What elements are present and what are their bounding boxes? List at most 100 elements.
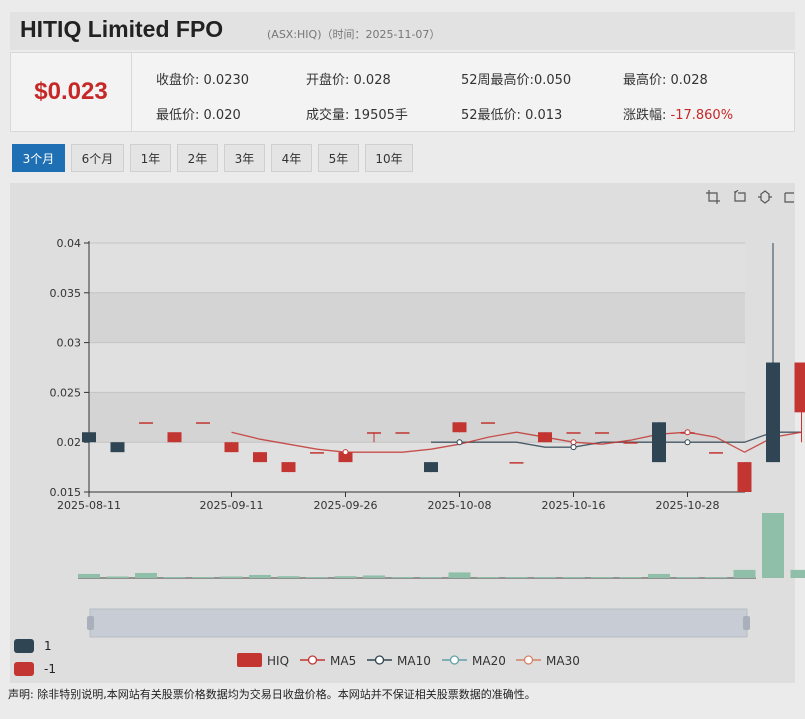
legend-item-ma20[interactable]: MA20 — [442, 654, 506, 668]
quote-open: 开盘价: 0.028 — [306, 73, 391, 88]
legend-item-hiq[interactable]: HIQ — [237, 653, 289, 668]
restore-icon[interactable] — [758, 190, 772, 204]
candle-body — [367, 432, 381, 434]
quote-volume: 成交量: 19505手 — [306, 108, 408, 123]
candle-body — [709, 452, 723, 454]
tab-2y[interactable]: 2年 — [177, 144, 218, 172]
candle-body — [253, 452, 267, 463]
candle-body — [167, 432, 182, 443]
zoom-slider-handle-right — [743, 616, 750, 630]
candle-body — [338, 452, 353, 463]
x-tick-label: 2025-10-28 — [656, 499, 720, 512]
grid-band — [89, 292, 745, 343]
tab-6m[interactable]: 6个月 — [71, 144, 124, 172]
volume-bar — [106, 576, 129, 578]
quote-52w-high: 52周最高价:0.050 — [461, 73, 572, 88]
disclaimer: 声明: 除非特别说明,本网站有关股票价格数据均为交易日收盘价格。本网站并不保证相… — [8, 688, 536, 701]
ma5-marker — [342, 449, 349, 456]
ma10-marker — [456, 439, 463, 446]
legend-swatch — [14, 639, 34, 653]
page-title: HITIQ Limited FPO — [20, 16, 224, 42]
ticker-meta: (ASX:HIQ)（时间：2025-11-07） — [267, 28, 441, 41]
candle-body — [110, 442, 125, 453]
y-tick-label: 0.03 — [57, 337, 82, 350]
quote-52w-low: 52最低价: 0.013 — [461, 108, 563, 123]
candle-body — [82, 432, 96, 443]
ma5-marker — [684, 429, 691, 436]
page-header: HITIQ Limited FPO (ASX:HIQ)（时间：2025-11-0… — [10, 12, 795, 50]
candle-body — [224, 442, 239, 453]
y-tick-label: 0.02 — [57, 436, 82, 449]
legend-item-ma10[interactable]: MA10 — [367, 654, 431, 668]
volume-bar — [477, 577, 499, 578]
volume-bar — [648, 573, 670, 578]
volume-bar — [705, 577, 727, 578]
zoom-reset-icon[interactable] — [732, 190, 746, 204]
candle-body — [481, 422, 495, 424]
x-tick-label: 2025-10-16 — [542, 499, 606, 512]
tab-1y[interactable]: 1年 — [130, 144, 171, 172]
tab-3y[interactable]: 3年 — [224, 144, 265, 172]
candle-body — [538, 432, 552, 443]
candle-body — [794, 362, 805, 413]
legend-item-ma5[interactable]: MA5 — [300, 654, 356, 668]
grid-band — [89, 392, 745, 443]
legend-swatch — [237, 653, 262, 667]
legend-label: HIQ — [267, 654, 289, 668]
candle-body — [452, 422, 467, 433]
quote-panel: $0.023 收盘价: 0.0230 开盘价: 0.028 52周最高价:0.0… — [10, 52, 795, 132]
legend-swatch-marker — [307, 655, 318, 665]
x-tick-label: 2025-09-26 — [314, 499, 378, 512]
candle-body — [737, 462, 752, 492]
save-image-icon[interactable] — [784, 190, 794, 204]
tab-10y[interactable]: 10年 — [365, 144, 413, 172]
grid-band — [89, 342, 745, 393]
candle-body — [652, 422, 666, 463]
tab-4y[interactable]: 4年 — [271, 144, 312, 172]
ma10-marker — [684, 439, 691, 446]
volume-bar — [790, 569, 805, 578]
legend-label: MA20 — [472, 654, 506, 668]
candle-body — [509, 462, 524, 464]
grid-band — [89, 442, 745, 492]
volume-bar — [733, 569, 756, 578]
volume-bar — [391, 577, 414, 578]
volume-bar — [249, 574, 271, 578]
volume-bar — [505, 577, 528, 578]
volume-bar — [220, 576, 243, 578]
legend-swatch-marker — [374, 655, 385, 665]
volume-bar — [676, 577, 699, 578]
legend-label: MA5 — [330, 654, 356, 668]
y-tick-label: 0.04 — [57, 237, 82, 250]
legend-label: MA10 — [397, 654, 431, 668]
candle-body — [395, 432, 410, 434]
legend-swatch-marker — [449, 655, 460, 665]
volume-bar — [192, 577, 214, 578]
x-tick-label: 2025-08-11 — [57, 499, 121, 512]
legend-swatch — [14, 662, 34, 676]
grid-band — [89, 243, 745, 293]
tab-5y[interactable]: 5年 — [318, 144, 359, 172]
quote-close: 收盘价: 0.0230 — [156, 73, 250, 88]
volume-bar — [591, 577, 613, 578]
y-tick-label: 0.035 — [50, 287, 82, 300]
legend-item-ma30[interactable]: MA30 — [516, 654, 580, 668]
x-tick-label: 2025-10-08 — [428, 499, 492, 512]
candle-body — [623, 442, 638, 444]
zoom-icon[interactable] — [706, 190, 720, 204]
zoom-slider-track — [89, 608, 748, 638]
x-tick-label: 2025-09-11 — [200, 499, 264, 512]
quote-change: 涨跌幅: -17.860% — [623, 108, 734, 123]
volume-bar — [163, 577, 186, 578]
volume-bar — [277, 576, 300, 578]
zoom-slider-handle-left — [87, 616, 94, 630]
tab-3m[interactable]: 3个月 — [12, 144, 65, 172]
candle-body — [595, 432, 609, 434]
candle-body — [766, 362, 780, 463]
y-tick-label: 0.015 — [50, 486, 82, 499]
ma5-line — [231, 431, 802, 453]
candle-body — [139, 422, 153, 424]
volume-bar — [448, 572, 471, 578]
candle-body — [566, 432, 581, 434]
